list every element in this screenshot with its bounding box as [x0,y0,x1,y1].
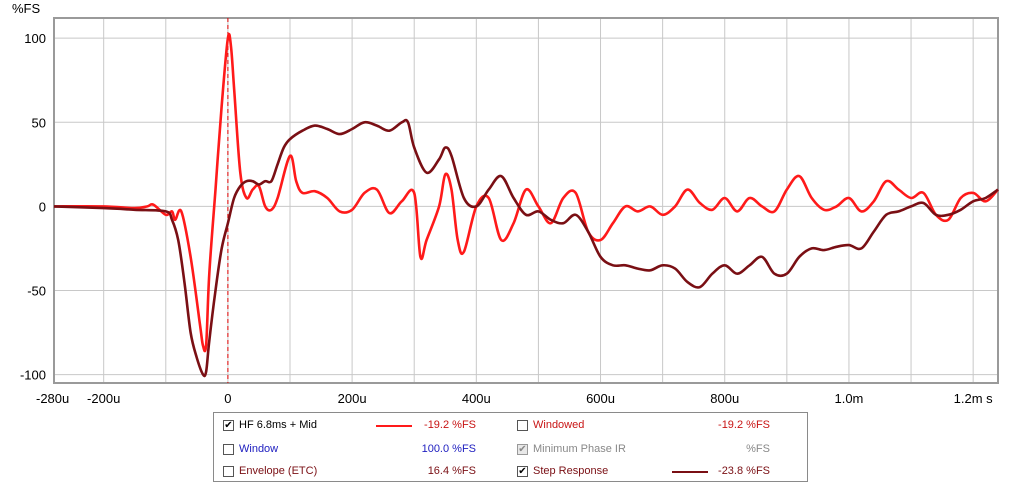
step-label: Step Response [533,465,609,477]
y-tick-label: -50 [27,283,46,298]
series-lines [53,32,999,378]
series-line-hf-6-8ms-mid [53,32,999,353]
step-value: -23.8 %FS [718,465,770,477]
window-checkbox[interactable] [223,444,234,455]
step-checkbox[interactable]: ✔ [517,466,528,477]
x-tick-label: 1.2m s [954,391,994,406]
plot-frame [53,17,999,384]
hf-value: -19.2 %FS [424,419,476,431]
minphase-label: Minimum Phase IR [533,443,626,455]
y-tick-label: 50 [32,115,46,130]
envelope-label: Envelope (ETC) [239,465,318,477]
x-tick-label: 1.0m [834,391,863,406]
hf-label: HF 6.8ms + Mid [239,419,317,431]
series-line-step-response [53,118,999,378]
x-tick-labels: -280u -200u 0 200u 400u 600u 800u 1.0m 1.2m s [36,391,993,406]
y-tick-label: 100 [24,31,46,46]
hf-checkbox[interactable]: ✔ [223,420,234,431]
x-tick-label: 0 [224,391,231,406]
y-tick-labels: 100 50 0 -50 -100 [20,31,46,382]
x-tick-label: 200u [338,391,367,406]
envelope-checkbox[interactable] [223,466,234,477]
window-label: Window [239,443,279,455]
envelope-value: 16.4 %FS [427,465,476,477]
impulse-response-chart: %FS 100 50 0 -50 -100 -280u -200u 0 200u 400u 600… [12,1,999,406]
windowed-value: -19.2 %FS [718,419,770,431]
hf-swatch [376,425,412,427]
legend-panel: ✔ HF 6.8ms + Mid -19.2 %FS Window 100.0 … [213,412,808,482]
minphase-checkbox[interactable]: ✔ [517,444,528,455]
x-tick-label: 600u [586,391,615,406]
minphase-value: %FS [746,443,770,455]
x-tick-label: -280u [36,391,69,406]
window-value: 100.0 %FS [421,443,476,455]
y-tick-label: 0 [39,199,46,214]
x-tick-label: -200u [87,391,120,406]
y-tick-label: -100 [20,368,46,383]
x-tick-label: 400u [462,391,491,406]
grid-lines [53,18,998,383]
step-swatch [672,471,708,473]
windowed-label: Windowed [533,419,585,431]
x-tick-label: 800u [710,391,739,406]
windowed-checkbox[interactable] [517,420,528,431]
y-axis-label: %FS [12,1,41,16]
